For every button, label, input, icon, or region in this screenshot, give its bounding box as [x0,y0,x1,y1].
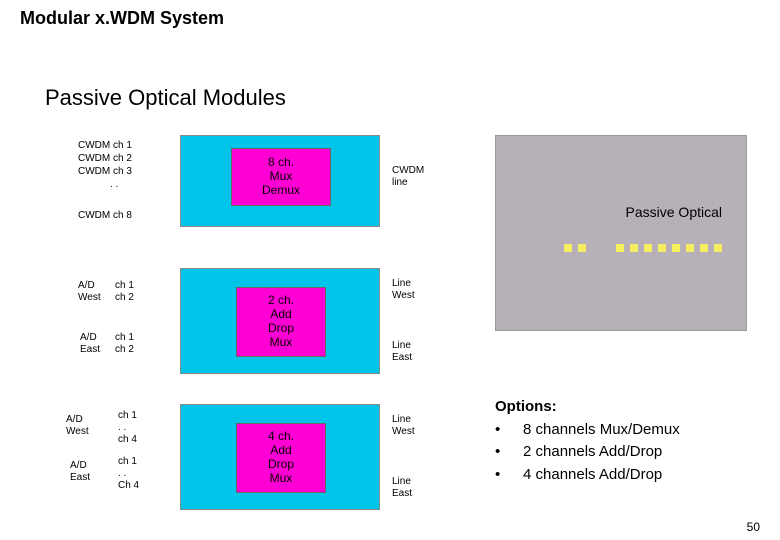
option-item: •8 channels Mux/Demux [495,419,680,442]
subtitle: Passive Optical Modules [45,85,286,111]
m3-lt-ch: ch 1 . . ch 4 [118,410,137,446]
m1-right: CWDM line [392,165,424,189]
option-item: •2 channels Add/Drop [495,441,680,464]
m2-lb-ch: ch 1 ch 2 [115,332,134,356]
inner-line: 2 ch. [268,294,294,308]
module-4ch: 4 ch. Add Drop Mux [180,404,380,510]
options-title: Options: [495,396,680,419]
inner-line: Mux [270,336,293,350]
m1-left-1: CWDM ch 1 [78,140,132,152]
m3-rb: Line East [392,476,412,500]
m3-rt: Line West [392,414,415,438]
module-8ch: 8 ch. Mux Demux [180,135,380,227]
inner-line: 4 ch. [268,430,294,444]
module-8ch-inner: 8 ch. Mux Demux [231,148,331,206]
m1-left-2: CWDM ch 2 [78,153,132,165]
m2-rt: Line West [392,278,415,302]
m2-rb: Line East [392,340,412,364]
m3-lb-head: A/D East [70,460,90,484]
photo-caption: Passive Optical [626,204,722,220]
inner-line: Drop [268,458,294,472]
option-item: •4 channels Add/Drop [495,464,680,487]
page-title: Modular x.WDM System [20,8,224,29]
module-4ch-inner: 4 ch. Add Drop Mux [236,423,326,493]
m2-lt-head: A/D West [78,280,101,304]
m2-lt-ch: ch 1 ch 2 [115,280,134,304]
m3-lt-head: A/D West [66,414,89,438]
option-text: 2 channels Add/Drop [523,441,662,464]
inner-line: Demux [262,184,300,198]
options-block: Options: •8 channels Mux/Demux •2 channe… [495,396,680,486]
m1-left-3: CWDM ch 3 [78,166,132,178]
inner-line: Add [270,444,291,458]
inner-line: Drop [268,322,294,336]
page-number: 50 [747,520,760,534]
m3-lb-ch: ch 1 . . Ch 4 [118,456,139,492]
inner-line: 8 ch. [268,156,294,170]
module-2ch: 2 ch. Add Drop Mux [180,268,380,374]
inner-line: Add [270,308,291,322]
passive-optical-photo: Passive Optical [495,135,747,331]
m1-left-8: CWDM ch 8 [78,210,132,222]
inner-line: Mux [270,170,293,184]
m1-left-dots: . . [110,179,118,191]
m2-lb-head: A/D East [80,332,100,356]
module-2ch-inner: 2 ch. Add Drop Mux [236,287,326,357]
option-text: 8 channels Mux/Demux [523,419,680,442]
option-text: 4 channels Add/Drop [523,464,662,487]
inner-line: Mux [270,472,293,486]
